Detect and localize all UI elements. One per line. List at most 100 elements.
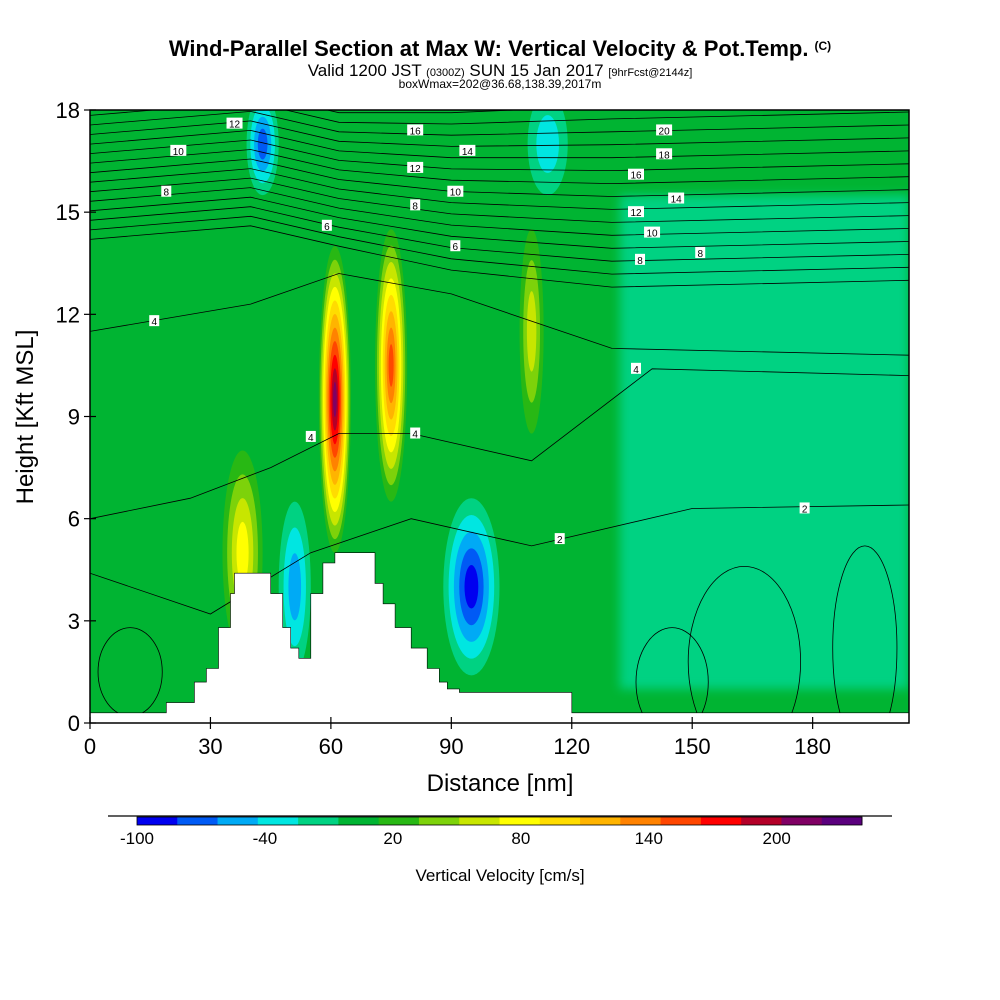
contour-label: 16 [407,124,424,137]
theta-contour-line [90,168,909,210]
contour-label-bg [407,124,424,136]
contour-label: 2 [554,533,565,546]
colorbar-tick-label: 200 [763,829,791,848]
contour-label: 14 [668,192,685,206]
velocity-field [90,110,909,723]
contour-label-text: 8 [697,249,703,260]
x-tick: 60 [319,717,343,759]
colorbar-swatch [459,817,500,825]
contour-label: 8 [161,185,172,199]
colorbar-swatch [177,817,219,825]
contour-label-bg [628,206,644,218]
contour-label: 12 [628,206,644,219]
contour-label-text: 6 [324,222,330,233]
contour-label-bg [447,185,464,197]
chart-title: Wind-Parallel Section at Max W: Vertical… [0,36,1000,62]
colorbar-swatch [700,817,742,825]
contour-label-text: 8 [412,201,418,212]
y-tick-label: 15 [56,200,80,225]
theta-contours [90,83,909,723]
theta-contour-line [90,273,909,356]
updraft-level [388,344,394,387]
contour-label-bg [305,430,316,442]
y-tick: 3 [68,609,96,634]
y-tick-label: 3 [68,609,80,634]
theta-contour-line [90,187,909,236]
copyright-mark: (C) [814,39,832,53]
y-tick: 0 [68,711,96,736]
x-tick: 180 [794,717,831,759]
theta-contour-line [90,368,909,520]
contour-label: 8 [410,199,421,212]
contour-label: 14 [459,144,476,158]
x-tick-label: 0 [84,734,96,759]
theta-contour-line [90,139,909,172]
downdraft-cell [527,110,568,196]
colorbar-swatch [620,817,662,825]
contour-label-bg [631,362,641,374]
colorbar-frame [136,816,863,826]
contour-label: 4 [631,362,641,376]
contour-label: 4 [305,430,316,444]
contour-label: 12 [226,117,243,131]
valid-time: Valid 1200 JST [307,61,422,80]
contour-label-text: 4 [412,430,418,441]
contour-label: 4 [149,315,160,328]
contour-label-text: 10 [450,188,462,199]
colorbar-swatch [257,817,299,825]
chart-subtitle: Valid 1200 JST (0300Z) SUN 15 Jan 2017 [… [0,61,1000,81]
updraft-level [526,291,537,372]
colorbar-swatch [741,817,782,825]
contour-label: 6 [321,219,332,233]
x-tick: 150 [674,717,711,759]
y-tick-label: 0 [68,711,80,736]
colorbar-swatch [781,817,823,825]
contour-labels: 12 10 8 16 14 12 10 8 6 6 20 18 16 14 12 10 8 8 4 4 4 4 2 2 [149,117,810,546]
contour-label: 10 [447,185,464,199]
x-tick: 0 [84,717,96,759]
theta-contour-loop [635,627,709,723]
theta-contour-line [90,149,909,185]
contour-label-text: 12 [229,120,241,131]
chart-title-text: Wind-Parallel Section at Max W: Vertical… [168,36,809,61]
contour-label-text: 16 [630,171,642,182]
colorbar-swatch [378,817,420,825]
y-tick: 9 [68,405,96,430]
contour-label-text: 6 [453,242,459,253]
contour-label-bg [554,533,565,545]
contour-label-bg [410,427,421,439]
contour-label-bg [799,502,810,514]
theta-contour-loop [832,545,898,723]
theta-contour-line [90,196,909,249]
contour-label-bg [226,117,243,129]
y-tick-label: 12 [56,302,80,327]
terrain [89,552,910,724]
contour-label-text: 4 [308,433,314,444]
contour-label-text: 12 [410,164,422,175]
colorbar-swatch [217,817,259,825]
contour-label-bg [656,124,673,136]
contour-label-bg [410,199,421,211]
colorbar: -100 -40 20 80 140 200 [108,815,892,848]
contour-label-text: 10 [173,147,185,158]
downdraft-level [464,565,479,609]
colorbar-swatch [660,817,702,825]
contour-label: 2 [799,502,810,515]
theta-contour-line [90,110,909,125]
colorbar-tick-label: 140 [635,829,663,848]
colorbar-tick-label: -100 [120,829,154,848]
contour-label-text: 18 [659,150,671,161]
updraft-cell [318,246,351,553]
contour-label-text: 14 [671,195,683,206]
x-tick: 120 [553,717,590,759]
updraft-level [236,521,249,584]
theta-contour-line [90,225,909,288]
colorbar-swatch [821,817,863,825]
contour-label: 4 [410,427,421,441]
theta-contour-line [90,83,909,103]
contour-label-bg [695,247,706,259]
theta-contour-line [325,110,525,114]
valid-date: SUN 15 Jan 2017 [469,61,604,80]
contour-label: 16 [628,168,644,182]
